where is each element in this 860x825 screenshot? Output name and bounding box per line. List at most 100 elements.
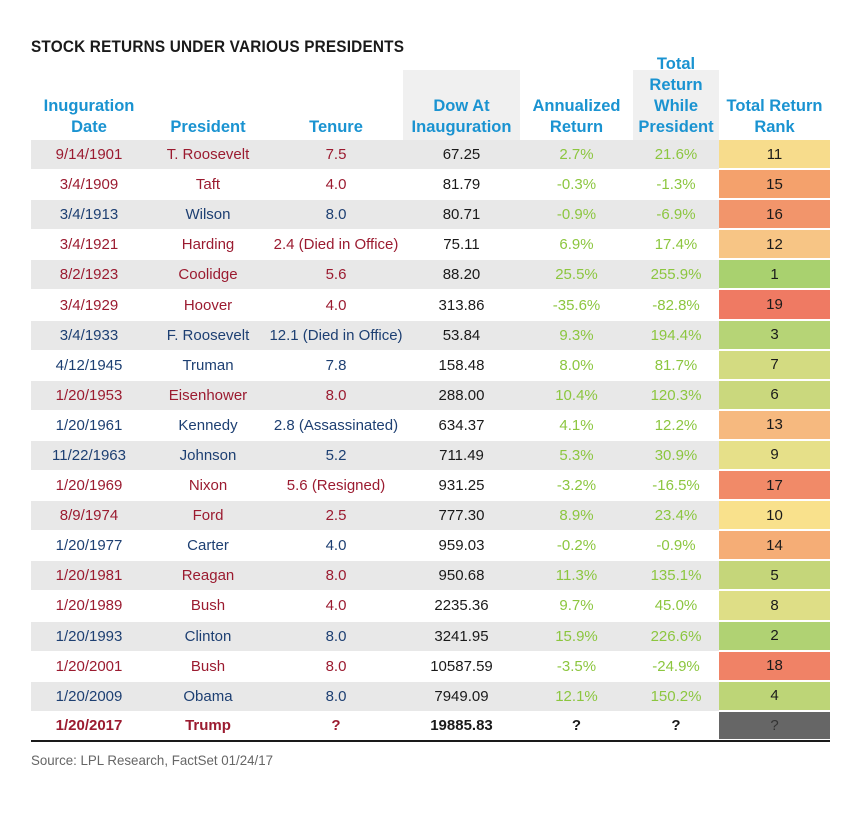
cell-rank: 19: [719, 290, 830, 320]
cell-annualized: -0.3%: [556, 176, 597, 194]
cell-tenure: 8.0: [325, 687, 347, 705]
cell-rank: 14: [719, 531, 830, 561]
table-row: 1/20/2017 Trump? 19885.83???: [31, 711, 830, 742]
table-row: 11/22/1963 Johnson 5.2 711.49 5.3% 30.9% 9: [31, 440, 830, 472]
cell-dow: 88.20: [442, 266, 481, 284]
cell-annualized: 8.0%: [559, 356, 594, 374]
table-row: 3/4/1921 Harding 2.4 (Died in Office) 75.11…: [31, 230, 830, 261]
table-row: 1/20/1961 Kennedy 2.8 (Assassinated) 634.37…: [31, 410, 830, 441]
cell-date: 3/4/1921: [59, 236, 119, 254]
cell-president: Carter: [187, 537, 229, 555]
cell-president: Nixon: [188, 477, 228, 495]
cell-date: 11/22/1963: [52, 446, 126, 464]
cell-date: 1/20/2009: [55, 687, 123, 705]
cell-annualized: 8.9%: [559, 507, 594, 525]
cell-dow: 53.84: [442, 326, 481, 344]
cell-annualized: 10.4%: [555, 386, 598, 404]
cell-annualized: 4.1%: [559, 416, 594, 434]
cell-date: 3/4/1909: [59, 176, 119, 194]
cell-date: 1/20/1961: [55, 416, 123, 434]
cell-president: Wilson: [185, 206, 231, 224]
cell-date: 8/2/1923: [59, 266, 119, 284]
cell-total-return: 255.9%: [650, 266, 702, 284]
cell-president: Ford: [192, 507, 224, 525]
cell-annualized: 5.3%: [559, 446, 594, 464]
cell-rank: 16: [719, 200, 830, 230]
cell-tenure: 5.6: [325, 266, 347, 284]
cell-president: Kennedy: [178, 416, 238, 434]
cell-total-return: 23.4%: [654, 507, 698, 525]
cell-rank: 8: [719, 591, 830, 621]
cell-date: 1/20/1993: [55, 627, 123, 645]
cell-president: Reagan: [181, 567, 235, 585]
cell-annualized: 9.3%: [559, 326, 594, 344]
cell-president: Taft: [195, 176, 221, 194]
table-row: 1/20/2009 Obama 8.0 7949.09 12.1% 150.2% 4: [31, 681, 830, 712]
cell-total-return: -24.9%: [652, 657, 700, 675]
table-row: 1/20/1989 Bush 4.0 2235.36 9.7% 45.0% 8: [31, 591, 830, 622]
cell-dow: 2235.36: [434, 597, 489, 615]
cell-president: Hoover: [183, 296, 233, 314]
table-row: 1/20/1977 Carter 4.0 959.03 -0.2% -0.9% 14: [31, 531, 830, 562]
cell-rank: ?: [719, 711, 830, 740]
cell-dow: 158.48: [438, 356, 485, 374]
header-date: Inuguration Date: [43, 97, 135, 136]
returns-table: Inuguration Date President Tenure Dow At…: [31, 55, 830, 742]
header-rank: Total Return Rank: [726, 97, 823, 136]
cell-rank: 6: [719, 380, 830, 410]
cell-annualized: 15.9%: [555, 627, 598, 645]
table-row: 3/4/1909 Taft 4.0 81.79 -0.3% -1.3% 15: [31, 170, 830, 201]
cell-annualized: -0.9%: [556, 206, 597, 224]
cell-annualized: 9.7%: [559, 597, 594, 615]
cell-president: Clinton: [184, 627, 232, 645]
cell-total-return: -0.9%: [656, 537, 696, 555]
cell-president: Eisenhower: [168, 386, 248, 404]
cell-dow: 950.68: [438, 567, 485, 585]
cell-dow: 313.86: [438, 296, 485, 314]
table-row: 3/4/1913 Wilson 8.0 80.71 -0.9% -6.9% 16: [31, 200, 830, 231]
cell-dow: 81.79: [442, 176, 481, 194]
cell-dow: 777.30: [438, 507, 485, 525]
cell-dow: 10587.59: [430, 657, 493, 675]
cell-total-return: 12.2%: [654, 416, 698, 434]
cell-total-return: 194.4%: [650, 326, 702, 344]
cell-date: 1/20/1981: [55, 567, 123, 585]
cell-annualized: -3.2%: [556, 477, 597, 495]
cell-dow: 7949.09: [434, 687, 489, 705]
source-note: Source: LPL Research, FactSet 01/24/17: [31, 752, 274, 768]
cell-total-return: 81.7%: [654, 356, 698, 374]
cell-president: Trump: [185, 717, 231, 735]
cell-rank: 9: [719, 440, 830, 471]
cell-annualized: 6.9%: [559, 236, 594, 254]
cell-date: 1/20/1953: [55, 386, 123, 404]
cell-dow: 931.25: [438, 477, 485, 495]
header-tenure: Tenure: [309, 118, 363, 136]
cell-dow: 711.49: [439, 446, 484, 464]
cell-date: 1/20/1969: [55, 477, 123, 495]
table-row: 4/12/1945 Truman 7.8 158.48 8.0% 81.7% 7: [31, 350, 830, 381]
cell-president: Coolidge: [178, 266, 238, 284]
table-row: 1/20/1969 Nixon 5.6 (Resigned) 931.25 -3.2% -…: [31, 471, 830, 502]
cell-tenure: 5.6 (Resigned): [286, 477, 386, 495]
cell-rank: 11: [719, 140, 830, 170]
cell-tenure: 4.0: [325, 176, 347, 194]
cell-tenure: 2.5: [325, 507, 347, 525]
cell-date: 9/14/1901: [55, 146, 123, 164]
table-header: Inuguration Date President Tenure Dow At…: [31, 55, 830, 140]
cell-total-return: -6.9%: [656, 206, 696, 224]
cell-tenure: 8.0: [325, 657, 347, 675]
cell-tenure: 5.2: [325, 446, 347, 464]
cell-total-return: 120.3%: [650, 386, 702, 404]
cell-annualized: -0.2%: [556, 537, 597, 555]
cell-tenure: 4.0: [325, 537, 347, 555]
table-row: 9/14/1901 T. Roosevelt 7.5 67.25 2.7% 21.6% 11: [31, 140, 830, 171]
cell-annualized: 25.5%: [555, 266, 598, 284]
cell-dow: 67.25: [442, 146, 481, 164]
cell-total-return: 21.6%: [654, 146, 698, 164]
cell-dow: 3241.95: [434, 627, 489, 645]
table-row: 3/4/1933 F. Roosevelt 12.1 (Died in Office…: [31, 320, 830, 351]
cell-tenure: 8.0: [325, 627, 347, 645]
cell-president: Bush: [190, 657, 226, 675]
cell-rank: 3: [719, 320, 830, 350]
cell-tenure: 7.8: [325, 356, 347, 374]
